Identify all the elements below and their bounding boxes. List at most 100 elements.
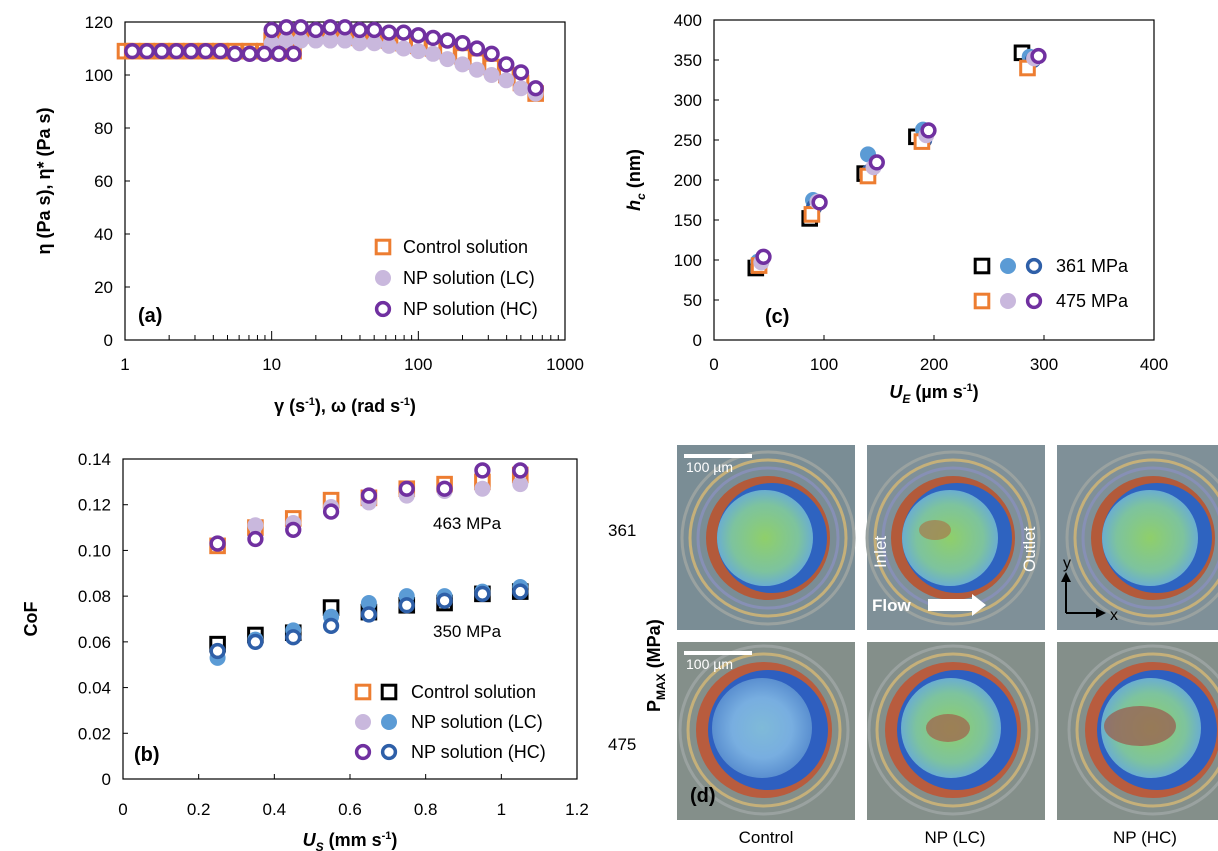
legend-marker: [1000, 293, 1016, 309]
data-point: [226, 45, 244, 62]
x-axis-title: US (mm s-1): [303, 830, 398, 851]
data-point: [498, 72, 515, 89]
x-tick-label: 1: [120, 355, 129, 374]
legend-marker: [1025, 292, 1043, 310]
col-label-control: Control: [739, 828, 794, 847]
data-point: [124, 43, 141, 60]
data-point: [811, 194, 828, 211]
data-point: [212, 43, 229, 60]
data-point: [322, 32, 339, 49]
axis-x-label: x: [1110, 607, 1118, 624]
x-tick-label: 400: [1140, 355, 1168, 374]
data-point: [803, 206, 821, 223]
x-tick-label: 300: [1030, 355, 1058, 374]
legend-label: Control solution: [403, 237, 528, 257]
x-tick-label: 0.4: [263, 800, 287, 819]
data-point: [197, 43, 214, 60]
data-point: [285, 521, 302, 539]
series-361-mpa: [747, 44, 1031, 277]
data-point: [454, 56, 471, 73]
legend-marker: [973, 292, 991, 310]
data-point: [512, 462, 529, 479]
data-point: [454, 35, 471, 52]
data-point: [410, 27, 427, 44]
data-point: [1030, 47, 1047, 65]
legend-label: NP solution (LC): [411, 712, 543, 732]
series-475-mpa: [750, 59, 1036, 274]
legend-marker: [354, 683, 372, 701]
data-point: [483, 45, 500, 62]
data-point: [360, 595, 377, 611]
data-point: [241, 45, 258, 62]
x-tick-label: 10: [262, 355, 281, 374]
x-axis-title: γ (s-1), ω (rad s-1): [274, 396, 416, 416]
data-point: [209, 535, 226, 552]
data-point: [395, 40, 412, 57]
y-tick-label: 40: [94, 225, 113, 244]
x-tick-label: 100: [404, 355, 432, 374]
data-point: [395, 24, 412, 41]
image-361-control: 100 µm: [677, 445, 856, 630]
data-point: [322, 503, 340, 520]
col-label-np-hc: NP (HC): [1113, 828, 1177, 847]
y-axis-title: hc (nm): [624, 149, 648, 211]
series-np-solution-hc: [209, 462, 529, 552]
image-475-control: 100 µm (d): [677, 642, 855, 820]
data-point: [351, 35, 368, 52]
data-point: [247, 517, 264, 534]
x-tick-label: 0.2: [187, 800, 211, 819]
data-point: [755, 248, 772, 265]
data-point: [366, 21, 383, 39]
legend-label: 361 MPa: [1056, 256, 1129, 276]
data-point: [436, 480, 453, 497]
panel-d-label: (d): [690, 785, 716, 807]
y-tick-label: 100: [85, 66, 113, 85]
y-tick-label: 200: [674, 171, 702, 190]
legend-label: NP solution (LC): [403, 268, 535, 288]
scale-bar-label: 100 µm: [686, 459, 733, 475]
y-tick-label: 150: [674, 211, 702, 230]
legend: Control solution NP solution (LC) NP solut…: [374, 237, 538, 319]
y-tick-label: 0: [693, 331, 702, 350]
row-axis-label: PMAX (MPa): [644, 619, 668, 712]
data-point: [410, 43, 427, 60]
legend-marker: [354, 743, 372, 761]
x-tick-label: 0: [118, 800, 127, 819]
data-point: [512, 583, 529, 600]
y-tick-label: 0.12: [78, 496, 111, 515]
y-tick-label: 50: [683, 291, 702, 310]
y-tick-label: 0.10: [78, 541, 111, 560]
data-point: [474, 585, 491, 603]
y-tick-label: 0: [104, 331, 113, 350]
data-point: [439, 32, 456, 49]
x-tick-label: 0: [709, 355, 718, 374]
series-np-solution-hc: [209, 583, 529, 660]
y-tick-label: 60: [94, 172, 113, 191]
legend-label: Control solution: [411, 682, 536, 702]
data-point: [351, 21, 368, 39]
y-tick-label: 350: [674, 51, 702, 70]
panel-label: (b): [134, 744, 160, 766]
y-tick-label: 0.06: [78, 633, 111, 652]
data-point: [366, 35, 383, 52]
data-point: [512, 476, 529, 493]
data-point: [474, 480, 491, 497]
y-axis-title: η (Pa s), η* (Pa s): [34, 107, 54, 254]
col-label-np-lc: NP (LC): [924, 828, 985, 847]
data-point: [398, 597, 415, 614]
series-475-mpa: [755, 47, 1047, 265]
y-tick-label: 0: [102, 770, 111, 789]
data-point: [209, 642, 226, 660]
data-point: [512, 80, 529, 97]
image-361-np-lc: Inlet Outlet Flow: [865, 445, 1045, 630]
y-tick-label: 100: [674, 251, 702, 270]
data-point: [247, 633, 264, 651]
x-tick-label: 0.8: [414, 800, 438, 819]
axis-y-label: y: [1063, 555, 1071, 572]
x-tick-label: 1.2: [565, 800, 589, 819]
x-tick-label: 0.6: [338, 800, 362, 819]
panel-b-friction-chart: 0 0.02 0.04 0.06 0.08 0.10 0.12 0.14 0 0.2 0.4 0.6 0…: [21, 450, 589, 851]
data-point: [474, 462, 491, 479]
data-point: [278, 32, 295, 49]
y-tick-label: 80: [94, 119, 113, 138]
